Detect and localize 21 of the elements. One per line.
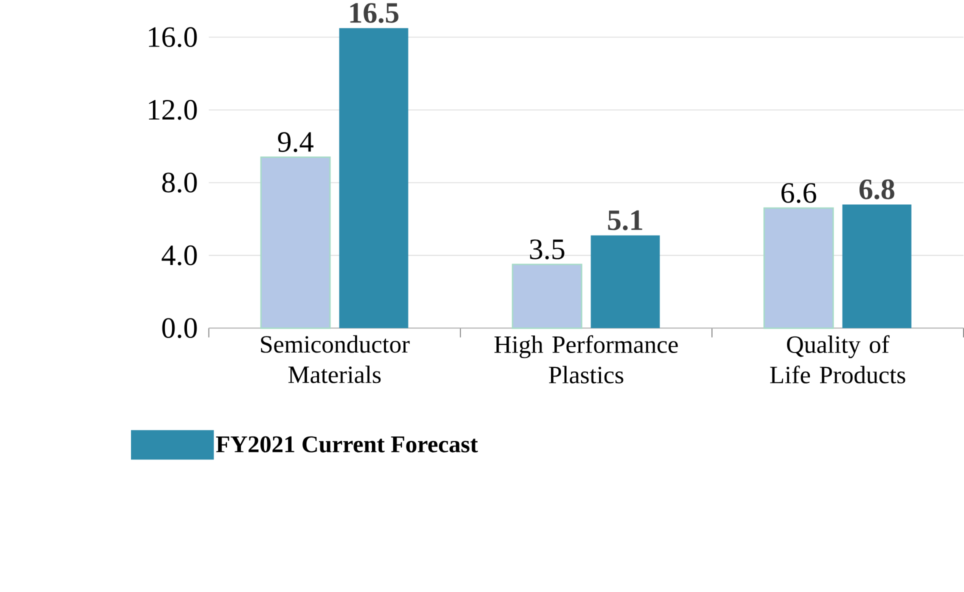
bar bbox=[260, 156, 331, 329]
data-label: 9.4 bbox=[278, 132, 314, 152]
bar bbox=[842, 204, 912, 328]
y-tick-label: 8.0 bbox=[162, 172, 197, 193]
data-label: 6.6 bbox=[782, 183, 816, 204]
bar bbox=[590, 235, 660, 328]
x-tick-label: Semiconductor Materials bbox=[261, 335, 410, 384]
data-label: 5.1 bbox=[608, 210, 642, 230]
y-tick-label: 12.0 bbox=[148, 100, 197, 120]
bar bbox=[763, 208, 834, 329]
y-tick-label: 0.0 bbox=[162, 318, 197, 338]
x-tick-label: High Performance Plastics bbox=[494, 335, 678, 384]
x-tick-label: Quality of Life Products bbox=[770, 335, 906, 384]
data-label: 16.5 bbox=[350, 3, 398, 24]
data-label: 6.8 bbox=[859, 179, 894, 200]
y-tick-label: 4.0 bbox=[162, 245, 197, 266]
y-tick-label: 16.0 bbox=[148, 27, 197, 48]
legend-label: FY2021 Current Forecast bbox=[216, 436, 478, 453]
bar bbox=[339, 28, 408, 328]
data-label: 3.5 bbox=[530, 240, 564, 260]
bar bbox=[512, 264, 582, 329]
